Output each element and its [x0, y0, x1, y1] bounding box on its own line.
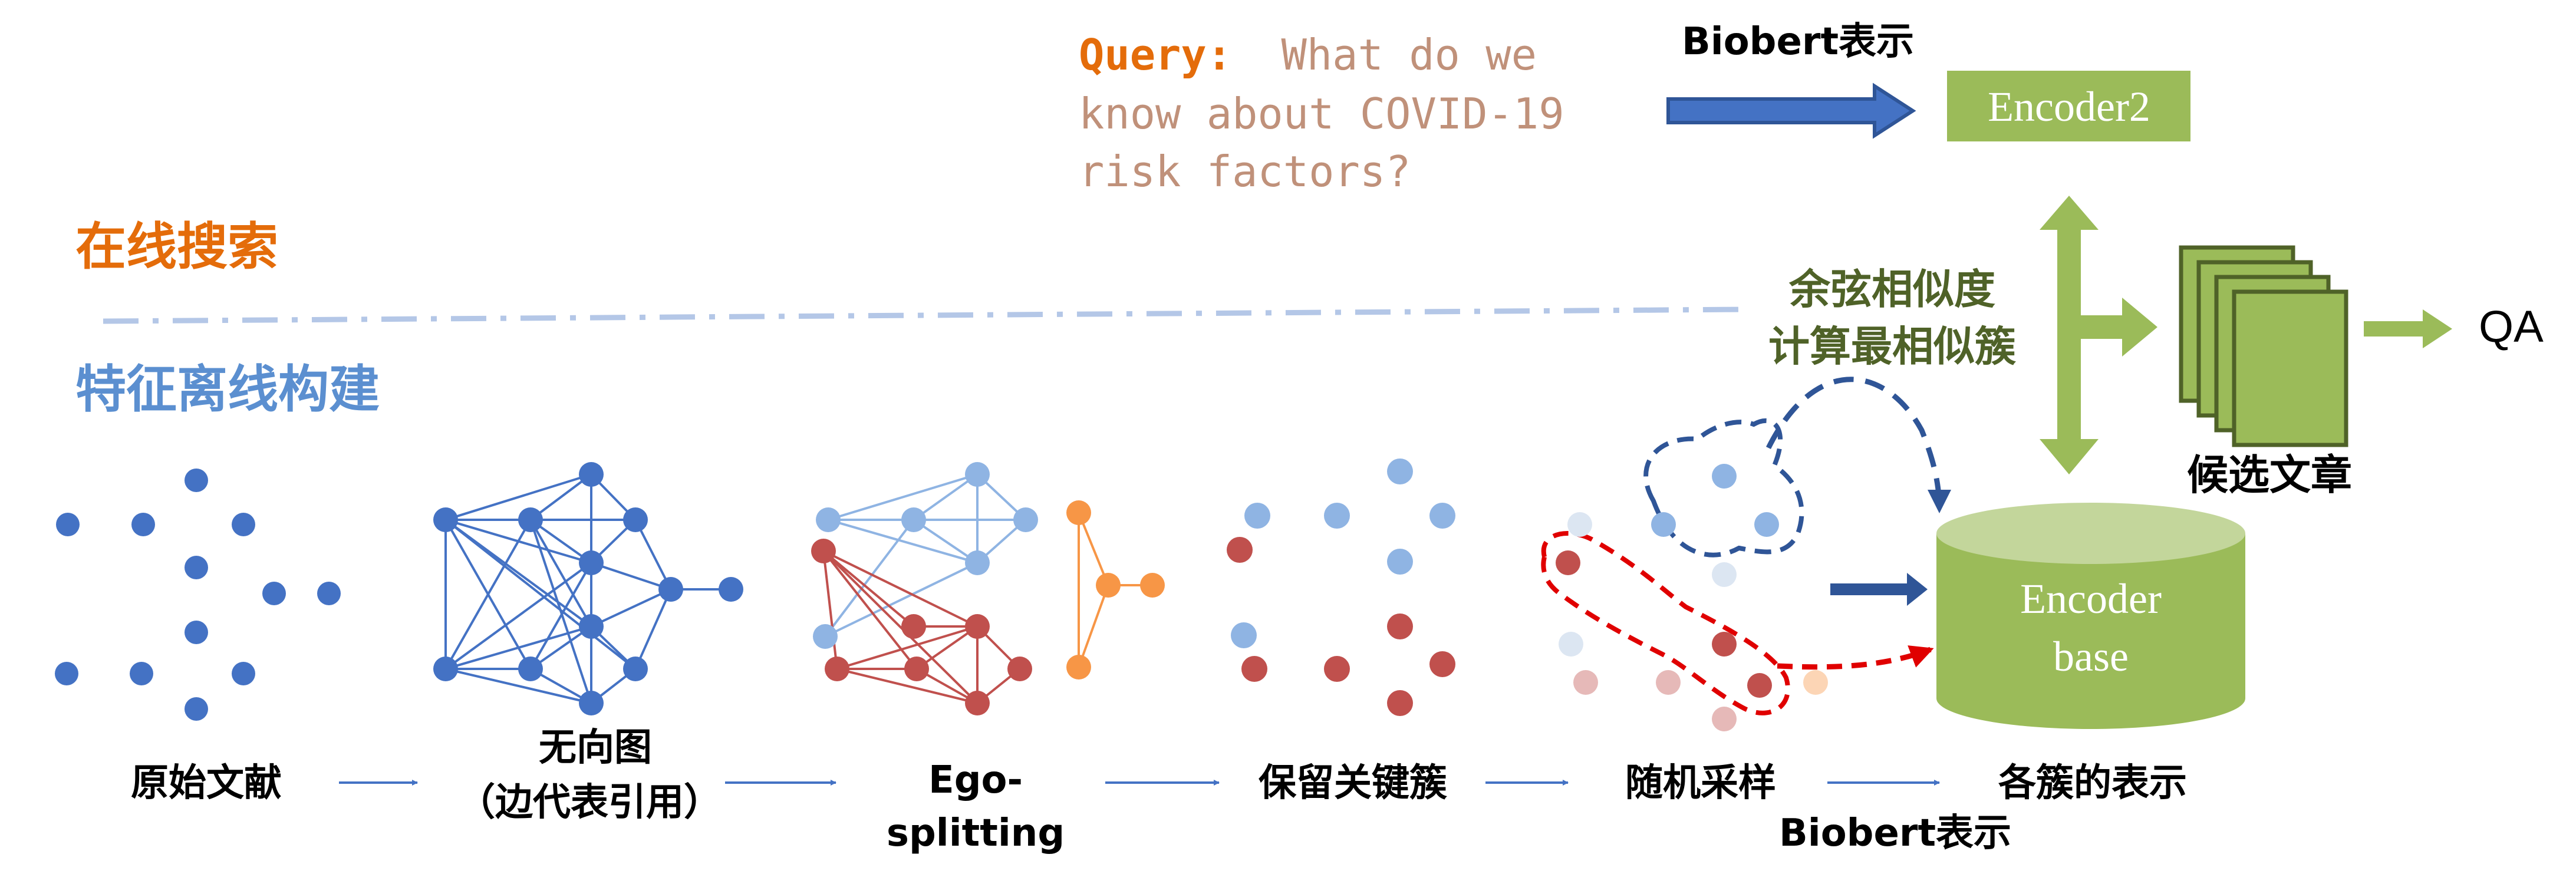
dashed-blue-arrow — [1765, 377, 1951, 513]
stage-label-key-clusters: 保留关键簇 — [1259, 761, 1447, 805]
biobert-top-arrow — [1666, 83, 1916, 139]
encoder-base-cylinder — [1936, 503, 2245, 729]
vertical-double-arrow — [2040, 196, 2099, 474]
encoder-base-label-2: base — [2053, 633, 2129, 680]
candidate-articles-label: 候选文章 — [2187, 451, 2352, 499]
stage-label-cluster-repr: 各簇的表示 — [1998, 761, 2187, 805]
encoder-base-label-1: Encoder — [2020, 575, 2162, 622]
stage-label-sampling: 随机采样 — [1625, 761, 1776, 805]
branch-arrow — [2078, 298, 2157, 357]
stage-label-ego-2: splitting — [887, 812, 1065, 855]
graph-undirected — [433, 462, 743, 715]
graph-key-clusters — [1227, 459, 1455, 716]
stage-label-original: 原始文献 — [131, 761, 282, 805]
online-search-label: 在线搜索 — [75, 217, 278, 276]
graph-random-sampling — [1556, 464, 1828, 731]
sampled-cluster-blue-outline — [1643, 418, 1804, 558]
encoder2-label: Encoder2 — [1988, 83, 2150, 130]
similarity-label-2: 计算最相似簇 — [1768, 322, 2017, 371]
biobert-top-label: Biobert表示 — [1682, 20, 1914, 64]
stage-label-undirected-2: （边代表引用） — [457, 781, 722, 824]
dashed-red-arrow — [1777, 645, 1934, 670]
encoder-input-arrow — [1830, 573, 1928, 606]
query-text: Query: What do we know about COVID-19 ri… — [1079, 30, 1590, 196]
stage-label-undirected-1: 无向图 — [539, 726, 652, 770]
sampled-cluster-red-outline — [1541, 531, 1790, 715]
similarity-label-1: 余弦相似度 — [1788, 265, 1995, 314]
biobert-bottom-label: Biobert表示 — [1779, 812, 2011, 855]
stage-label-ego-1: Ego- — [928, 758, 1023, 802]
qa-arrow — [2364, 309, 2452, 348]
divider-line — [103, 306, 1745, 324]
graph-ego-splitting — [811, 462, 1165, 715]
graph-original-documents — [55, 469, 341, 721]
candidate-article-stack — [2179, 245, 2348, 447]
offline-build-label: 特征离线构建 — [75, 360, 380, 419]
qa-label: QA — [2479, 302, 2544, 352]
encoder2-box — [1947, 71, 2190, 141]
